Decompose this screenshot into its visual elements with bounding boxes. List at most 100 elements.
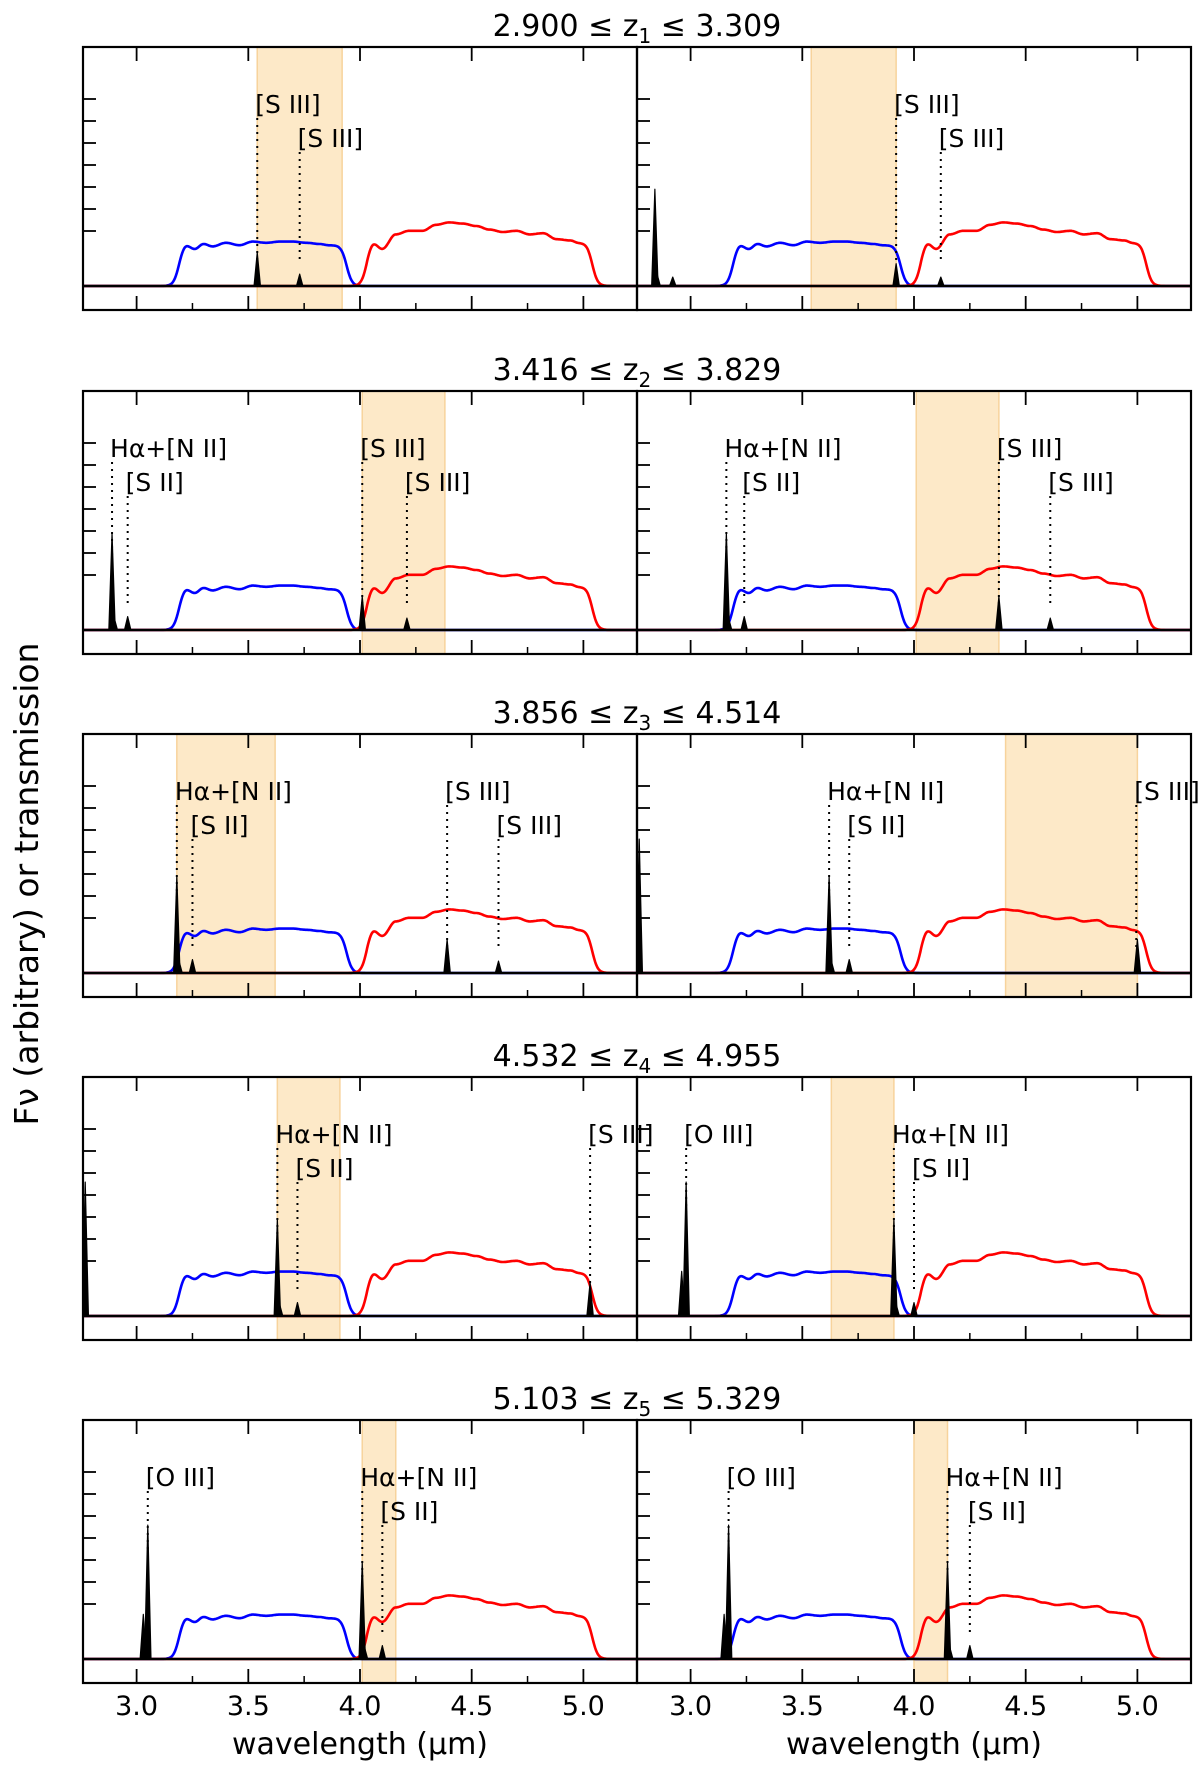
- x-tick-label: 3.5: [781, 1691, 824, 1722]
- title-symbol: z: [623, 1039, 639, 1074]
- line-label: [O III]: [727, 1463, 796, 1492]
- line-label: [S III]: [1048, 468, 1113, 497]
- emission-line: [827, 960, 836, 974]
- title-symbol: z: [623, 9, 639, 44]
- title-lower-bound: 2.900 ≤: [493, 9, 623, 44]
- line-label: [S III]: [1134, 777, 1199, 806]
- observed-window-band: [361, 1420, 397, 1683]
- title-symbol: z: [623, 353, 639, 388]
- title-upper-bound: ≤ 4.514: [651, 696, 781, 731]
- title-symbol: z: [623, 1382, 639, 1417]
- panel-frame: [635, 45, 1193, 312]
- line-label: [S III]: [939, 124, 1004, 153]
- blue-filter-curve: [83, 240, 637, 288]
- emission-line: [937, 276, 945, 287]
- line-label: [O III]: [146, 1463, 215, 1492]
- title-lower-bound: 3.416 ≤: [493, 353, 623, 388]
- line-label: [S II]: [847, 811, 905, 840]
- emission-line: [586, 1281, 594, 1317]
- observed-window-band: [361, 391, 446, 654]
- panel-row: 3.856 ≤ z3 ≤ 4.514 Hα+[N II] [S II] [S III]…: [81, 696, 1200, 999]
- red-filter-curve: [83, 908, 637, 975]
- emission-line: [724, 617, 733, 631]
- blue-filter-curve: [637, 584, 1191, 632]
- emission-line: [653, 273, 661, 287]
- emission-line: [110, 617, 119, 631]
- line-label: [S III]: [445, 777, 510, 806]
- line-label: [S III]: [997, 434, 1062, 463]
- panel-frame: [635, 389, 1193, 656]
- panel: Hα+[N II] [S II] [S III] [S III]: [635, 389, 1193, 656]
- line-label: [S II]: [380, 1497, 438, 1526]
- panel-title: 3.416 ≤ z2 ≤ 3.829: [493, 353, 782, 392]
- emission-line: [443, 938, 451, 974]
- line-label: Hα+[N II]: [110, 434, 227, 463]
- line-label: [S II]: [126, 468, 184, 497]
- emission-line: [1133, 938, 1142, 974]
- emission-line: [724, 1524, 733, 1660]
- x-tick-label: 4.5: [1004, 1691, 1047, 1722]
- emission-line: [682, 1181, 690, 1317]
- title-subscript: 5: [639, 1397, 652, 1421]
- line-label: Hα+[N II]: [175, 777, 292, 806]
- x-tick-label: 5.0: [562, 1691, 605, 1722]
- line-label: Hα+[N II]: [892, 1120, 1009, 1149]
- panel: Hα+[N II] [S II] [S III]: [81, 1075, 654, 1342]
- line-label: [S II]: [912, 1154, 970, 1183]
- panel-frame: [635, 1075, 1193, 1342]
- panel-title: 5.103 ≤ z5 ≤ 5.329: [493, 1382, 782, 1421]
- observed-window-band: [1004, 734, 1139, 997]
- observed-window-band: [276, 1077, 341, 1340]
- title-subscript: 2: [639, 368, 652, 392]
- emission-line: [275, 1303, 284, 1317]
- blue-filter-curve: [83, 927, 637, 975]
- panel-title: 4.532 ≤ z4 ≤ 4.955: [493, 1039, 782, 1078]
- emission-line: [995, 595, 1003, 631]
- x-tick-label: 3.0: [669, 1691, 712, 1722]
- observed-window-band: [915, 391, 1000, 654]
- emission-line: [378, 1645, 387, 1660]
- x-tick-label: 5.0: [1116, 1691, 1159, 1722]
- emission-line: [175, 960, 183, 974]
- line-label: [S III]: [405, 468, 470, 497]
- emission-line: [845, 959, 854, 974]
- line-label: [S III]: [497, 811, 562, 840]
- emission-line: [143, 1524, 152, 1660]
- panel: [O III] Hα+[N II] [S II]: [635, 1075, 1193, 1342]
- line-label: [S III]: [255, 90, 320, 119]
- title-upper-bound: ≤ 5.329: [651, 1382, 781, 1417]
- red-filter-curve: [637, 565, 1191, 632]
- panel-row: 3.416 ≤ z2 ≤ 3.829 Hα+[N II] [S II] [S III]…: [81, 353, 1193, 656]
- line-label: [S III]: [298, 124, 363, 153]
- red-filter-curve: [83, 221, 637, 288]
- emission-line: [892, 263, 900, 287]
- emission-line: [139, 1613, 148, 1660]
- emission-line: [720, 1613, 728, 1660]
- line-label: Hα+[N II]: [275, 1120, 392, 1149]
- blue-filter-curve: [637, 240, 1191, 288]
- x-tick-label: 4.0: [339, 1691, 382, 1722]
- emission-line: [677, 1270, 686, 1317]
- line-label: Hα+[N II]: [946, 1463, 1063, 1492]
- emission-line: [892, 1303, 900, 1317]
- emission-line: [403, 617, 411, 631]
- x-tick-label: 4.0: [893, 1691, 936, 1722]
- emission-line: [1046, 617, 1055, 631]
- panel: [O III] Hα+[N II] [S II] 3.0 3.5 4.0 4.5 5.0 wav…: [635, 1418, 1193, 1762]
- emission-line: [123, 616, 132, 631]
- panel-row: 4.532 ≤ z4 ≤ 4.955 Hα+[N II] [S II] [S III]…: [81, 1039, 1193, 1342]
- panel: [S III] [S III]: [81, 45, 639, 312]
- line-label: [S II]: [968, 1497, 1026, 1526]
- emission-line: [358, 595, 367, 631]
- panel: [O III] Hα+[N II] [S II] 3.0 3.5 4.0 4.5 5.0 wav…: [81, 1418, 639, 1762]
- emission-line: [668, 276, 677, 287]
- emission-line: [966, 1645, 974, 1660]
- x-tick-label: 3.5: [227, 1691, 270, 1722]
- panel-title: 3.856 ≤ z3 ≤ 4.514: [493, 696, 782, 735]
- title-symbol: z: [623, 696, 639, 731]
- title-lower-bound: 4.532 ≤: [493, 1039, 623, 1074]
- panel: Hα+[N II] [S II] [S III] [S III]: [81, 732, 639, 999]
- emission-line: [945, 1646, 954, 1660]
- x-tick-label: 3.0: [115, 1691, 158, 1722]
